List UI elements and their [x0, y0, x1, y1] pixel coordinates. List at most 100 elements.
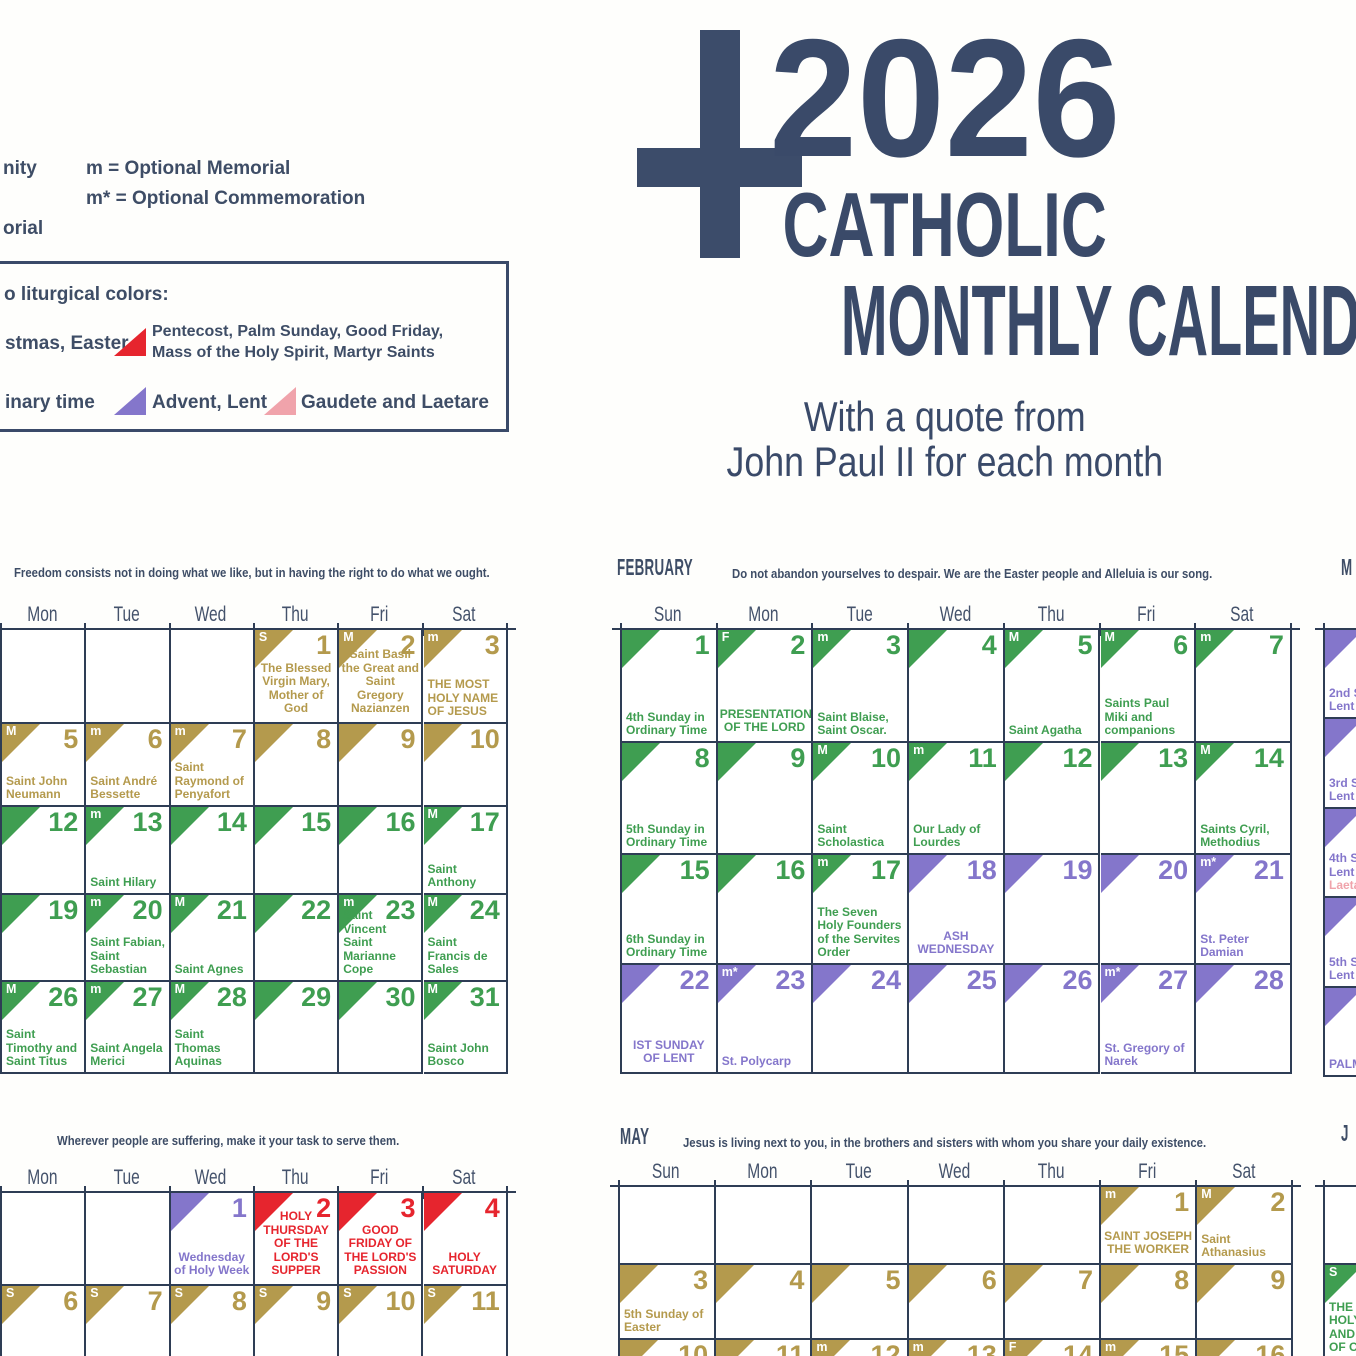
memorial-letter: F [721, 630, 730, 644]
liturgical-triangle [622, 965, 660, 1003]
saint-label: 5th Sunday of Easter [624, 1306, 704, 1335]
calendar-cell: M 31 Saint John Bosco [423, 982, 508, 1074]
saint-label: Saint Agatha [1008, 723, 1082, 738]
saint-label: St. Polycarp [721, 1054, 792, 1069]
grid-tick [618, 1180, 620, 1193]
grid-tick [1194, 623, 1197, 636]
liturgical-triangle [909, 965, 948, 1003]
liturgical-triangle [339, 630, 378, 668]
weekday-label-sat: Sat [1231, 1160, 1255, 1183]
day-number: 3 [886, 630, 902, 660]
liturgical-triangle [1197, 1187, 1236, 1225]
liturgical-triangle [170, 1286, 209, 1324]
calendar-cell: 83rd Sunday of Lent [1325, 719, 1356, 809]
calendar-cell: 12 [2, 807, 87, 895]
day-number: 24 [871, 965, 902, 995]
calendar-cell: m 1 SAINT JOSEPH THE WORKER [1101, 1187, 1198, 1265]
day-number: 11 [968, 743, 997, 773]
calendar-cell: 225th Sunday of Lent [1325, 898, 1356, 988]
day-number: 2 [1270, 1187, 1286, 1217]
calendar-grid-january: S 1 The Blessed Virgin Mary, Mother of God… [0, 623, 516, 1074]
grid-tick [505, 1186, 508, 1199]
grid-line-extension [1315, 1185, 1323, 1187]
grid-tick [337, 623, 340, 636]
grid-tick [168, 1186, 171, 1199]
grid-tick [421, 1186, 424, 1199]
calendar-cell: m 3 Saint Blaise, Saint Oscar. [813, 630, 910, 743]
liturgical-triangle [1325, 809, 1356, 847]
memorial-letter: m [174, 724, 186, 738]
day-number: 6 [147, 724, 163, 754]
calendar-cell: 13 [1100, 743, 1197, 855]
saint-label: 4th Sunday in Ordinary Time [626, 709, 708, 738]
memorial-letter: m* [721, 965, 738, 979]
calendar-cell: m 17 The Seven Holy Founders of the Servit… [813, 855, 910, 965]
calendar-cell [620, 1187, 717, 1265]
grid-tick [906, 1180, 909, 1193]
grid-tick [0, 623, 2, 636]
saint-label: Saint Agnes [174, 962, 244, 977]
day-number: 22 [301, 895, 332, 925]
calendar-cell: 16 [1197, 1340, 1294, 1356]
weekday-label-tue: Tue [846, 603, 873, 626]
legend-fragment-solemnity: nity [3, 158, 37, 179]
day-number: 4 [484, 1193, 500, 1223]
day-number: 23 [775, 965, 806, 995]
day-number: 13 [1158, 743, 1189, 773]
memorial-letter: S [343, 1286, 352, 1300]
saint-label: The Blessed Virgin Mary, Mother of God [260, 660, 332, 716]
memorial-letter: m [427, 630, 439, 644]
day-number: 3 [693, 1265, 709, 1295]
liturgical-triangle [254, 1193, 293, 1231]
memorial-letter: m [90, 724, 102, 738]
grid-tick [1291, 1180, 1294, 1193]
memorial-letter: m [90, 807, 102, 821]
calendar-grid-february: 1 4th Sunday in Ordinary Time F 2 PRESENTATI… [612, 623, 1300, 1074]
calendar-cell: 12 [1004, 743, 1101, 855]
saint-label: Saint Basil the Great and Saint Gregory … [341, 647, 420, 716]
liturgical-triangle [620, 1340, 658, 1356]
legend-fragment-memorial: orial [3, 218, 44, 239]
calendar-cell: 29 [254, 982, 340, 1074]
saint-label-secondary: Laetare [1329, 878, 1356, 893]
saint-label: Saint Anthony [427, 861, 477, 890]
liturgical-triangle [339, 895, 378, 933]
calendar-cell: m* 23 St. Polycarp [717, 965, 814, 1074]
day-number: 3 [484, 630, 500, 660]
saint-label: 6th Sunday in Ordinary Time [626, 931, 708, 960]
memorial-letter: m [913, 743, 925, 757]
day-number: 2 [316, 1193, 332, 1223]
liturgical-triangle [170, 724, 209, 762]
liturgical-triangle [622, 743, 660, 781]
calendar-cell [86, 630, 171, 724]
saint-label: THE MOST HOLY NAME OF JESUS [427, 677, 499, 719]
grid-tick [715, 623, 718, 636]
calendar-grid-april: 1 Wednesday of Holy Week 2 HOLY THURSDAY OF… [0, 1186, 516, 1356]
memorial-letter: M [427, 982, 438, 996]
calendar-cell: 25 [909, 965, 1005, 1074]
calendar-grid-june: S7THE MOST HOLY BODY AND BLOOD OF CHRIST [1315, 1180, 1356, 1356]
day-number: 4 [981, 630, 997, 660]
calendar-cell: 12nd Sunday of Lent [1325, 630, 1356, 719]
liturgical-triangle [622, 855, 660, 893]
day-number: 12 [870, 1340, 901, 1356]
calendar-cell [716, 1187, 813, 1265]
day-number: 12 [48, 807, 79, 837]
calendar-cell: M 28 Saint Thomas Aquinas [170, 982, 255, 1074]
day-number: 27 [1158, 965, 1189, 995]
calendar-cell: M 2 Saint Athanasius [1197, 1187, 1294, 1265]
grid-line-extension [612, 628, 620, 630]
calendar-cell: 4 HOLY SATURDAY [423, 1193, 508, 1286]
weekday-label-sun: Sun [654, 603, 682, 626]
memorial-letter: M [6, 982, 17, 996]
saint-label: Saints Cyril, Methodius [1200, 821, 1270, 850]
liturgical-triangle [1004, 1340, 1043, 1356]
calendar-cell: m 15 [1101, 1340, 1198, 1356]
saint-label: Wednesday of Holy Week [174, 1249, 250, 1278]
calendar-cell [908, 1187, 1005, 1265]
weekday-label-fri: Fri [370, 603, 389, 626]
weekday-label-mon: Mon [27, 1166, 58, 1189]
saint-label: Saint Blaise, Saint Oscar. [817, 709, 889, 738]
